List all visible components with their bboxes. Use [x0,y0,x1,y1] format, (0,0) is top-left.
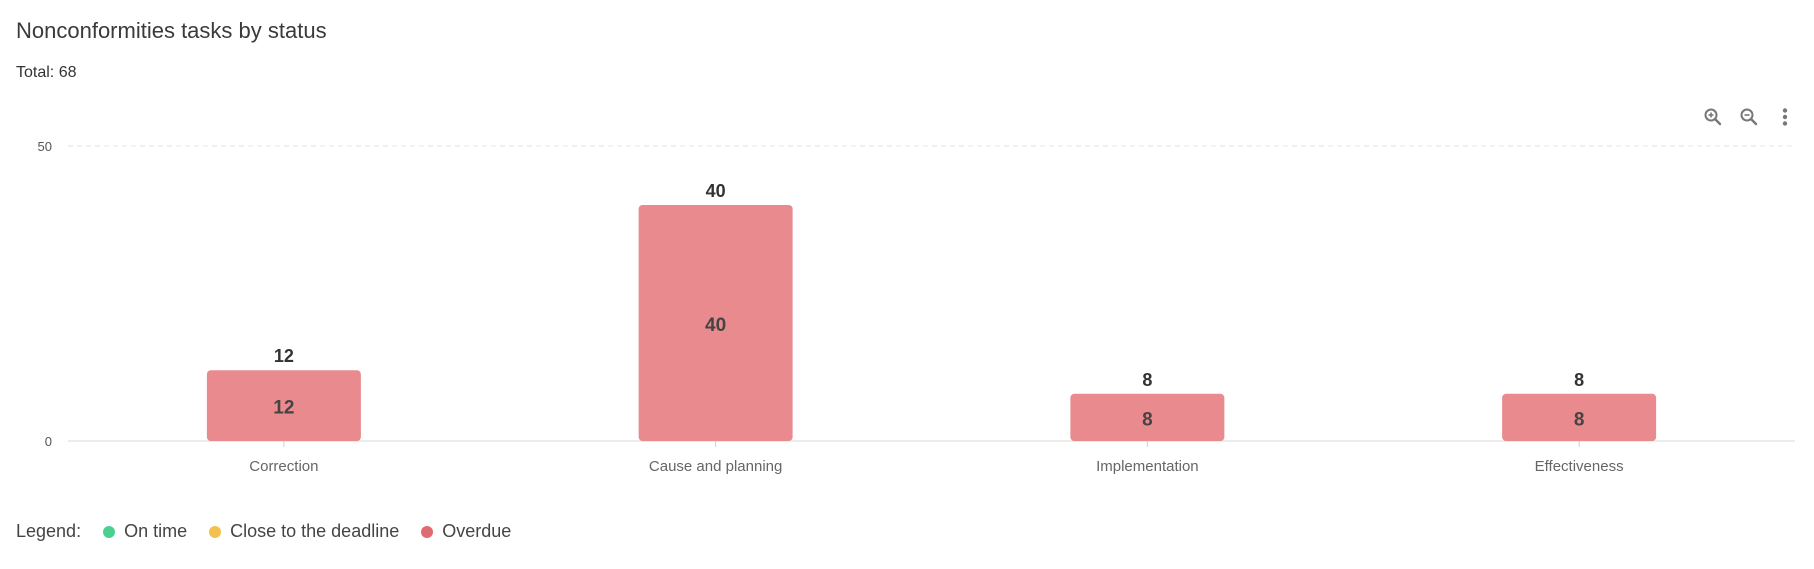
data-label: 40 [705,315,726,336]
legend-title: Legend: [16,521,82,541]
bar[interactable] [1070,393,1225,441]
zoom-in-icon[interactable] [1702,106,1724,128]
legend-item-overdue[interactable]: Overdue [421,521,511,542]
x-tick-label: Cause and planning [649,458,782,475]
x-tick-label: Implementation [1096,458,1199,475]
total-label: 8 [1574,370,1584,390]
chart-title: Nonconformities tasks by status [16,18,327,43]
legend-dot-close-to-deadline [209,525,222,538]
y-tick-label: 0 [45,434,52,449]
zoom-out-icon[interactable] [1738,106,1760,128]
total-label: 40 [706,181,726,201]
legend-label-close-to-deadline: Close to the deadline [230,521,400,541]
total-label: 12 [274,346,294,366]
bar[interactable] [206,370,361,441]
y-tick-label: 50 [38,139,52,154]
data-label: 8 [1574,409,1585,430]
legend: Legend: On time Close to the deadline Ov… [16,521,533,542]
legend-label-on-time: On time [124,521,188,541]
legend-item-on-time[interactable]: On time [103,521,187,542]
chart-toolbar [1702,106,1796,128]
x-tick-label: Effectiveness [1535,458,1624,475]
legend-label-overdue: Overdue [442,521,512,541]
total-label: 8 [1142,370,1152,390]
more-vertical-icon[interactable] [1774,106,1796,128]
data-label: 8 [1142,409,1153,430]
x-tick-label: Correction [249,458,318,475]
legend-dot-on-time [103,525,116,538]
data-label: 12 [273,398,294,419]
legend-item-close-to-deadline[interactable]: Close to the deadline [209,521,399,542]
legend-dot-overdue [421,525,434,538]
total-count: Total: 68 [16,64,77,81]
bar[interactable] [1502,393,1657,441]
bar[interactable] [638,205,793,441]
